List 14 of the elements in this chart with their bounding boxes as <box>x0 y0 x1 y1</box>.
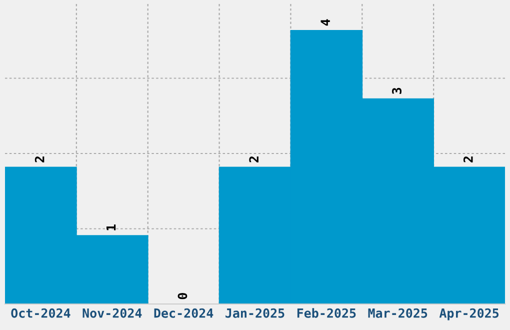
x-tick-label: Mar-2025 <box>368 308 428 318</box>
x-tick-label: Nov-2024 <box>82 308 142 318</box>
data-label: 2 <box>463 156 473 162</box>
data-label: 0 <box>178 293 188 300</box>
x-tick-label: Dec-2024 <box>154 308 214 318</box>
x-tick-label: Oct-2024 <box>11 308 70 318</box>
data-label: 1 <box>106 224 116 230</box>
x-tick-label: Feb-2025 <box>297 308 356 318</box>
data-label: 2 <box>249 156 258 162</box>
x-tick-label: Apr-2025 <box>439 308 499 320</box>
data-label: 4 <box>320 19 330 26</box>
x-tick-label: Jan-2025 <box>226 308 284 318</box>
data-label: 2 <box>34 156 44 162</box>
data-label: 3 <box>392 88 402 94</box>
